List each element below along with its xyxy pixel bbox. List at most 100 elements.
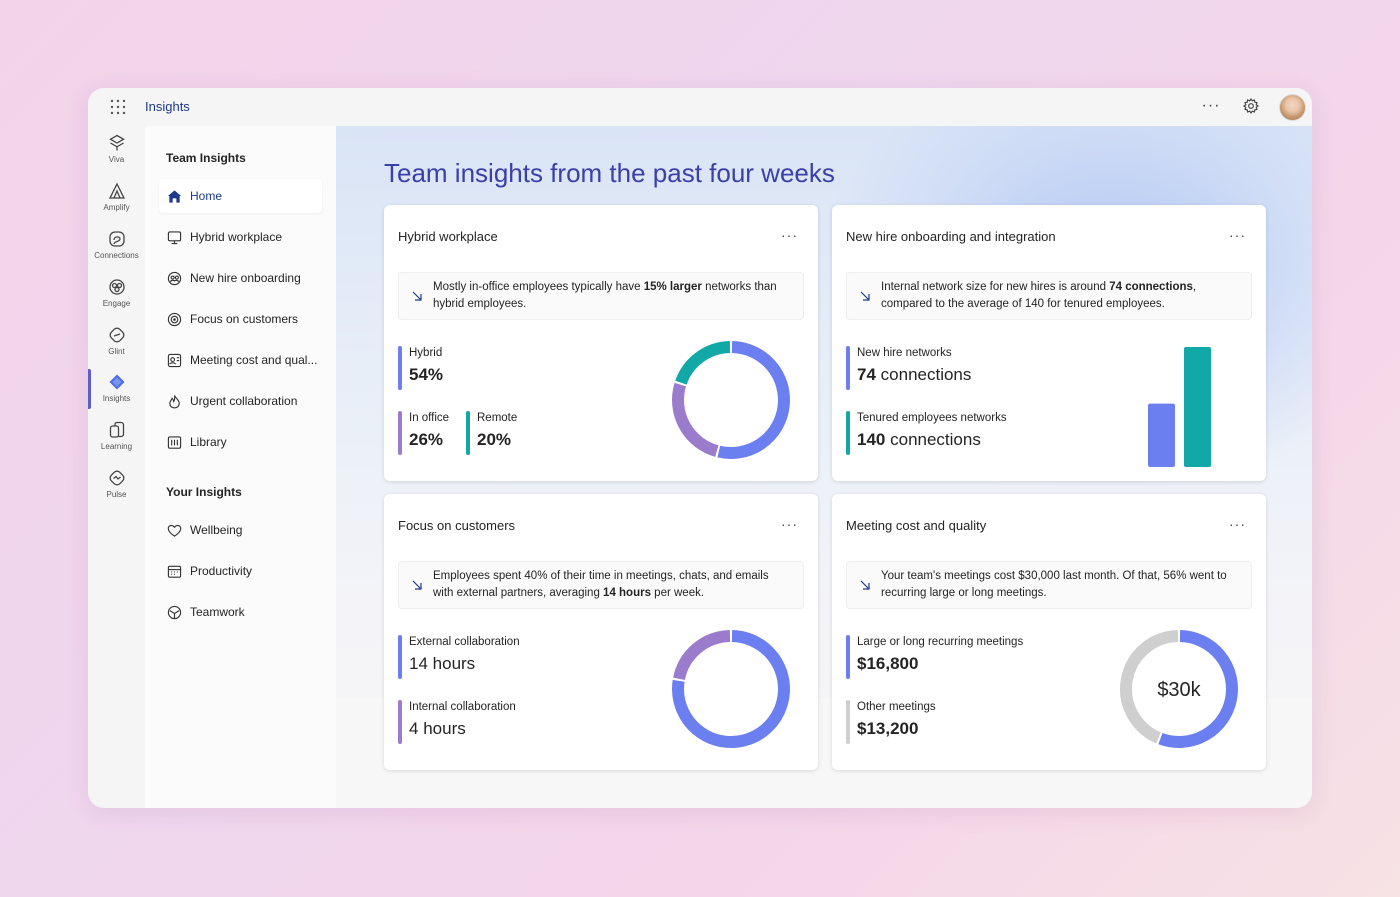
card-new-hire-onboarding[interactable]: New hire onboarding and integration ··· … — [832, 205, 1266, 481]
card-title: New hire onboarding and integration — [846, 229, 1056, 244]
nav-item-focus-on-customers[interactable]: Focus on customers — [159, 302, 322, 336]
insight-box: Mostly in-office employees typically hav… — [398, 272, 804, 320]
card-title: Hybrid workplace — [398, 229, 498, 244]
rail-item-learning[interactable]: Learning — [88, 421, 145, 451]
metric-large-recurring-meetings: Large or long recurring meetings $16,800 — [846, 635, 1024, 679]
more-options-icon[interactable]: ··· — [781, 516, 798, 532]
rail-label: Viva — [108, 155, 125, 164]
rail-label: Engage — [102, 299, 131, 308]
card-focus-on-customers[interactable]: Focus on customers ··· Employees spent 4… — [384, 494, 818, 770]
rail-item-glint[interactable]: Glint — [88, 326, 145, 356]
metric-label: Large or long recurring meetings — [857, 636, 1024, 648]
card-hybrid-workplace[interactable]: Hybrid workplace ··· Mostly in-office em… — [384, 205, 818, 481]
more-options-icon[interactable]: ··· — [781, 227, 798, 243]
insight-text: Internal network size for new hires is a… — [881, 281, 1197, 310]
amplify-icon — [108, 182, 125, 199]
rail-item-engage[interactable]: Engage — [88, 278, 145, 308]
meeting-icon — [167, 353, 182, 367]
avatar[interactable] — [1279, 94, 1306, 121]
nav-item-home[interactable]: Home — [159, 179, 322, 213]
metric-label: Remote — [477, 412, 518, 424]
navigation-pane: Team Insights Home Hybrid workplace New … — [145, 126, 336, 808]
nav-item-label: Wellbeing — [190, 523, 243, 537]
trend-arrow-icon — [860, 291, 870, 301]
rail-item-connections[interactable]: Connections — [88, 230, 145, 260]
metric-label: External collaboration — [409, 636, 520, 648]
card-title: Focus on customers — [398, 518, 516, 533]
metric-internal-collaboration: Internal collaboration 4 hours — [398, 700, 516, 744]
trend-arrow-icon — [860, 580, 870, 590]
donut-slice-in-office[interactable] — [672, 382, 719, 457]
rail-item-amplify[interactable]: Amplify — [88, 182, 145, 212]
onboarding-icon — [167, 271, 182, 285]
metric-value: 74 connections — [857, 365, 972, 384]
hybrid-donut-chart — [672, 341, 790, 459]
app-launcher-icon[interactable] — [110, 99, 126, 115]
top-bar: Insights ··· — [88, 88, 1312, 126]
rail-active-indicator — [88, 369, 91, 409]
insight-text: Mostly in-office employees typically hav… — [433, 281, 777, 310]
rail-item-viva[interactable]: Viva — [88, 134, 145, 164]
donut-slice-hybrid[interactable] — [717, 341, 790, 459]
more-options-icon[interactable]: ··· — [1201, 97, 1221, 114]
metric-value: 54% — [409, 365, 444, 384]
main-content: Team insights from the past four weeks H… — [336, 126, 1312, 808]
metric-value: 20% — [477, 430, 512, 449]
nav-item-wellbeing[interactable]: Wellbeing — [159, 513, 322, 547]
pulse-icon — [109, 470, 124, 486]
rail-label: Learning — [100, 442, 133, 451]
metric-label: Tenured employees networks — [857, 412, 1007, 424]
metric-hybrid: Hybrid 54% — [398, 346, 444, 390]
trend-arrow-icon — [412, 291, 422, 301]
nav-item-library[interactable]: Library — [159, 425, 322, 459]
nav-item-label: Productivity — [190, 564, 253, 578]
glint-icon — [109, 327, 124, 343]
viva-icon — [108, 134, 125, 151]
donut-slice-other-meetings[interactable] — [1120, 630, 1179, 744]
rail-label: Glint — [108, 347, 125, 356]
nav-item-teamwork[interactable]: Teamwork — [159, 595, 322, 629]
metric-remote: Remote 20% — [466, 411, 518, 455]
customers-donut-chart — [672, 630, 790, 748]
app-window: Insights ··· Viva Amplify Connections En… — [88, 88, 1312, 808]
bar-new-hire-networks[interactable] — [1148, 403, 1175, 467]
donut-slice-internal-collaboration[interactable] — [673, 630, 731, 681]
nav-item-label: Meeting cost and qual... — [190, 353, 318, 367]
nav-item-new-hire-onboarding[interactable]: New hire onboarding — [159, 261, 322, 295]
more-options-icon[interactable]: ··· — [1229, 227, 1246, 243]
metric-external-collaboration: External collaboration 14 hours — [398, 635, 520, 679]
insight-box: Your team's meetings cost $30,000 last m… — [846, 561, 1252, 609]
rail-item-insights[interactable]: Insights — [88, 373, 145, 403]
metric-label: New hire networks — [857, 347, 952, 359]
insight-box: Internal network size for new hires is a… — [846, 272, 1252, 320]
gear-icon[interactable] — [1242, 97, 1260, 115]
donut-slice-large-or-long-recurring-meetings[interactable] — [1158, 630, 1238, 748]
teamwork-icon — [167, 605, 182, 619]
metric-other-meetings: Other meetings $13,200 — [846, 700, 936, 744]
nav-item-hybrid-workplace[interactable]: Hybrid workplace — [159, 220, 322, 254]
metric-value: 26% — [409, 430, 444, 449]
donut-slice-remote[interactable] — [675, 341, 731, 385]
trend-arrow-icon — [412, 580, 422, 590]
rail-item-pulse[interactable]: Pulse — [88, 469, 145, 499]
more-options-icon[interactable]: ··· — [1229, 516, 1246, 532]
nav-item-meeting-cost[interactable]: Meeting cost and qual... — [159, 343, 322, 377]
donut-slice-external-collaboration[interactable] — [672, 630, 790, 748]
insight-box: Employees spent 40% of their time in mee… — [398, 561, 804, 609]
metric-new-hire-networks: New hire networks 74 connections — [846, 346, 972, 390]
app-rail: Viva Amplify Connections Engage Glint In… — [88, 126, 145, 808]
metric-value: 140 connections — [857, 430, 981, 449]
insight-text: Employees spent 40% of their time in mee… — [433, 570, 769, 599]
target-icon — [167, 312, 182, 326]
card-meeting-cost[interactable]: Meeting cost and quality ··· Your team's… — [832, 494, 1266, 770]
rail-label: Insights — [102, 394, 131, 403]
nav-item-label: Focus on customers — [190, 312, 299, 326]
metric-label: In office — [409, 412, 450, 424]
nav-item-urgent-collaboration[interactable]: Urgent collaboration — [159, 384, 322, 418]
metric-value: 14 hours — [409, 654, 476, 673]
rail-label: Amplify — [103, 203, 130, 212]
nav-item-productivity[interactable]: Productivity — [159, 554, 322, 588]
bar-tenured-employees-networks[interactable] — [1184, 347, 1211, 467]
metric-label: Internal collaboration — [409, 701, 516, 713]
donut-center-label: $30k — [1157, 679, 1201, 701]
